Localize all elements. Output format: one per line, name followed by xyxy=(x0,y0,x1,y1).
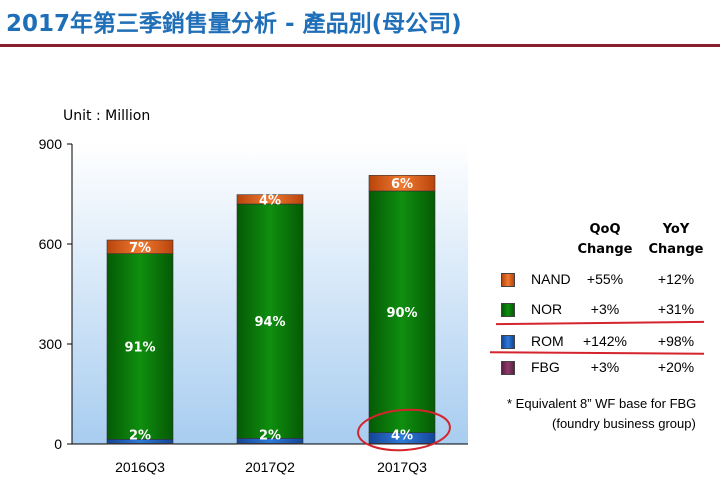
bar-label-nand: 6% xyxy=(391,177,413,192)
legend-qoq: +55% xyxy=(586,271,624,287)
bar-label-nor: 90% xyxy=(386,306,417,321)
highlight-circle xyxy=(357,408,451,452)
bar-label-rom: 2% xyxy=(259,428,281,443)
legend-yoy: +31% xyxy=(657,301,695,317)
bar-label-nand: 7% xyxy=(129,241,151,256)
x-tick-label: 2016Q3 xyxy=(115,459,165,475)
bar-label-nor: 91% xyxy=(124,341,155,356)
bar-label-nor: 94% xyxy=(254,315,285,330)
yoy-header: YoY Change xyxy=(645,220,707,260)
legend-qoq: +142% xyxy=(583,333,627,349)
bar-nor-2016q3 xyxy=(106,253,174,440)
legend-yoy: +12% xyxy=(657,271,695,287)
y-tick-label: 0 xyxy=(54,436,62,452)
title-divider xyxy=(0,44,720,47)
bar-label-rom: 4% xyxy=(391,428,413,443)
y-tick-label: 300 xyxy=(39,336,63,352)
bar-label-rom: 2% xyxy=(129,428,151,443)
legend-name: FBG xyxy=(531,359,560,375)
legend-row-rom: ROM +142% +98% xyxy=(495,332,720,354)
legend-row-nand: NAND +55% +12% xyxy=(495,270,720,292)
footnote-line1: * Equivalent 8” WF base for FBG xyxy=(507,396,697,411)
bar-nand-2017q2 xyxy=(236,194,304,205)
legend-name: ROM xyxy=(531,333,564,349)
bar-labels: 2% 91% 7% 2% 94% 4% 4% 90% 6% xyxy=(124,177,417,443)
footnote-line2: (foundry business group) xyxy=(552,416,696,431)
page-title: 2017年第三季銷售量分析 - 產品別(母公司) xyxy=(6,11,462,37)
legend-panel: QoQ Change YoY Change NAND +55% +12% NOR… xyxy=(495,220,720,400)
y-axis: 0 300 600 900 xyxy=(39,136,73,452)
x-tick-label: 2017Q3 xyxy=(377,459,427,475)
legend-qoq: +3% xyxy=(590,359,620,375)
legend-qoq: +3% xyxy=(590,301,620,317)
qoq-header-line1: QoQ xyxy=(589,222,621,237)
bar-nor-2017q2 xyxy=(236,203,304,439)
nor-swatch xyxy=(501,303,515,317)
rom-swatch xyxy=(501,335,515,349)
legend-yoy: +98% xyxy=(657,333,695,349)
legend-row-nor: NOR +3% +31% xyxy=(495,300,720,322)
qoq-header-line2: Change xyxy=(577,242,633,257)
bar-nand-2017q3 xyxy=(368,175,436,192)
bars xyxy=(106,175,436,445)
yoy-header-line1: YoY xyxy=(662,222,690,237)
legend-name: NOR xyxy=(531,301,563,317)
bar-label-nand: 4% xyxy=(259,193,281,208)
y-tick-label: 600 xyxy=(39,236,63,252)
nand-swatch xyxy=(501,273,515,287)
legend-name: NAND xyxy=(531,271,571,287)
x-tick-label: 2017Q2 xyxy=(245,459,295,475)
legend-yoy: +20% xyxy=(657,359,695,375)
y-tick-label: 900 xyxy=(39,136,63,152)
x-axis: 2016Q3 2017Q2 2017Q3 xyxy=(72,443,468,475)
legend-row-fbg: FBG +3% +20% xyxy=(495,358,720,380)
qoq-header: QoQ Change xyxy=(567,220,643,260)
bar-nand-2016q3 xyxy=(106,239,174,254)
unit-label: Unit : Million xyxy=(63,108,151,124)
yoy-header-line2: Change xyxy=(648,242,704,257)
fbg-swatch xyxy=(501,361,515,375)
bar-nor-2017q3 xyxy=(368,190,436,433)
